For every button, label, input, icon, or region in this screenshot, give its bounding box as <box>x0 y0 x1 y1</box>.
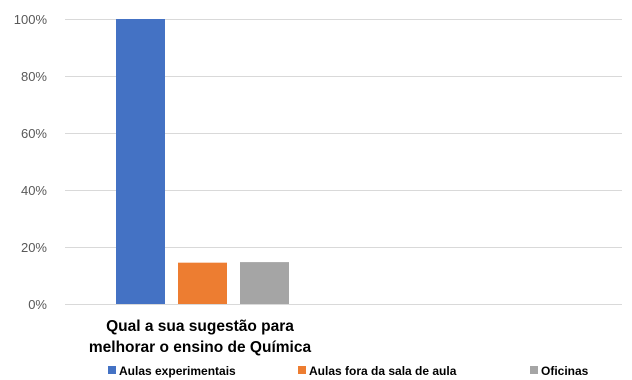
bar <box>240 262 289 304</box>
legend-swatch <box>298 366 306 374</box>
bar <box>178 262 227 304</box>
category-label-line-2: melhorar o ensino de Química <box>89 339 312 356</box>
category-label-line-1: Qual a sua sugestão para <box>106 318 294 335</box>
y-tick-label: 20% <box>21 240 47 255</box>
y-tick-label: 0% <box>28 297 47 312</box>
bar <box>116 19 165 304</box>
category-label: Qual a sua sugestão para melhorar o ensi… <box>89 318 312 356</box>
legend-label: Aulas experimentais <box>119 364 236 378</box>
legend-swatch <box>108 366 116 374</box>
legend-swatch <box>530 366 538 374</box>
y-tick-label: 60% <box>21 126 47 141</box>
legend: Aulas experimentais Aulas fora da sala de… <box>108 364 589 378</box>
y-axis-tick-labels: 0% 20% 40% 60% 80% 100% <box>14 12 48 312</box>
y-tick-label: 80% <box>21 69 47 84</box>
legend-label: Oficinas <box>541 364 589 378</box>
y-tick-label: 100% <box>14 12 48 27</box>
legend-label: Aulas fora da sala de aula <box>309 364 457 378</box>
y-tick-label: 40% <box>21 183 47 198</box>
bars <box>116 19 289 304</box>
